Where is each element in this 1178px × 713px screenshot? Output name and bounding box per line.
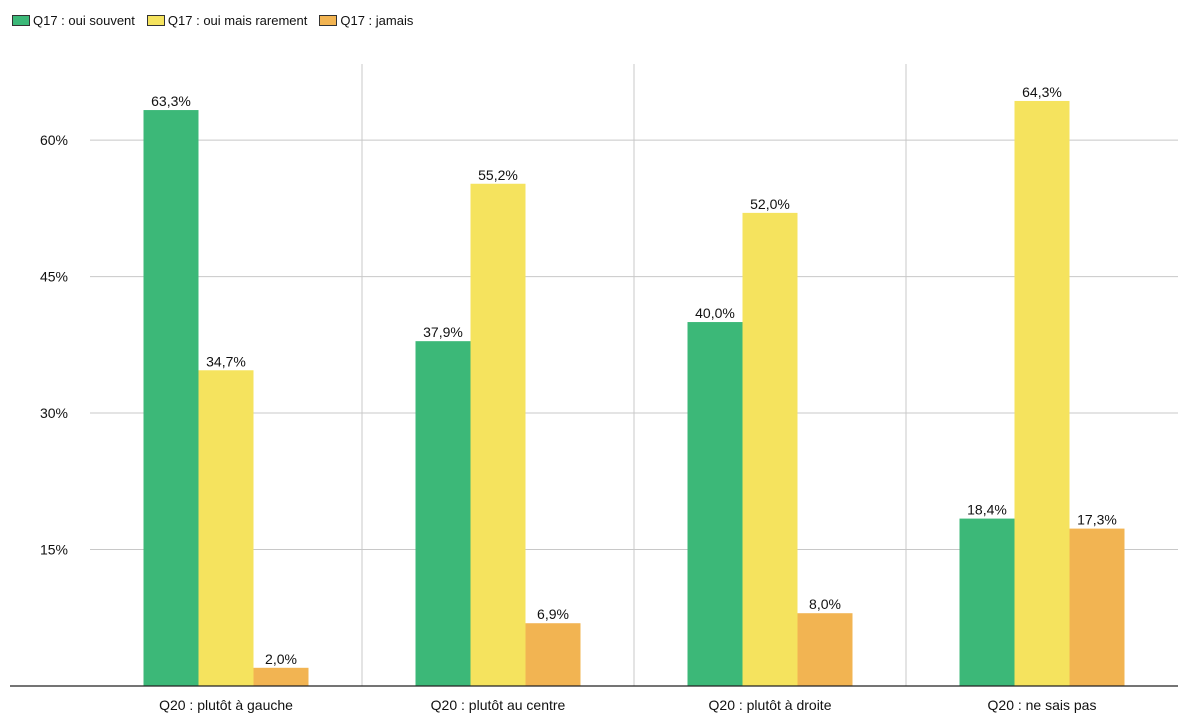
bar-0-3 bbox=[959, 518, 1015, 686]
legend-swatch-oui-mais-rarement bbox=[146, 14, 165, 26]
bar-1-1 bbox=[470, 183, 526, 686]
data-label-0-2: 40,0% bbox=[695, 305, 735, 321]
legend-label-oui-mais-rarement: Q17 : oui mais rarement bbox=[167, 12, 308, 28]
data-label-2-3: 17,3% bbox=[1077, 512, 1117, 528]
bar-0-0 bbox=[143, 110, 199, 687]
bar-0-1 bbox=[415, 341, 471, 686]
legend-item-oui-souvent: Q17 : oui souvent bbox=[12, 13, 135, 28]
data-label-2-2: 8,0% bbox=[809, 596, 841, 612]
x-tick-label-3: Q20 : ne sais pas bbox=[988, 697, 1097, 713]
data-label-1-0: 34,7% bbox=[206, 353, 246, 369]
legend-swatch-oui-souvent bbox=[12, 14, 30, 26]
bar-1-2 bbox=[742, 212, 798, 687]
bar-1-3 bbox=[1014, 100, 1070, 686]
legend-label-oui-souvent: Q17 : oui souvent bbox=[33, 12, 135, 28]
data-label-2-1: 6,9% bbox=[537, 606, 569, 622]
data-label-0-3: 18,4% bbox=[967, 502, 1007, 518]
y-tick-label-15: 15% bbox=[40, 542, 68, 558]
x-tick-label-2: Q20 : plutôt à droite bbox=[709, 697, 832, 713]
legend: Q17 : oui souvent Q17 : oui mais raremen… bbox=[12, 10, 425, 30]
axis-layer: 15% 30% 45% 60% Q20 : plutôt à gauche Q20 : p… bbox=[10, 132, 1178, 713]
y-tick-label-30: 30% bbox=[40, 405, 68, 421]
x-tick-label-1: Q20 : plutôt au centre bbox=[431, 697, 566, 713]
legend-label-jamais: Q17 : jamais bbox=[340, 12, 414, 28]
bar-0-2 bbox=[687, 322, 743, 686]
data-label-1-1: 55,2% bbox=[478, 167, 518, 183]
y-tick-label-60: 60% bbox=[40, 132, 68, 148]
y-tick-label-45: 45% bbox=[40, 269, 68, 285]
bar-2-1 bbox=[525, 623, 581, 686]
bar-2-0 bbox=[253, 667, 309, 686]
bars-layer bbox=[143, 100, 1125, 687]
legend-swatch-jamais bbox=[319, 14, 338, 26]
grid-layer bbox=[90, 64, 1178, 686]
data-label-0-0: 63,3% bbox=[151, 93, 191, 109]
x-tick-label-0: Q20 : plutôt à gauche bbox=[159, 697, 293, 713]
legend-item-oui-mais-rarement: Q17 : oui mais rarement bbox=[146, 12, 308, 28]
data-label-1-2: 52,0% bbox=[750, 196, 790, 212]
bar-2-2 bbox=[797, 613, 853, 686]
data-label-1-3: 64,3% bbox=[1022, 84, 1062, 100]
bar-1-0 bbox=[198, 370, 254, 686]
data-label-2-0: 2,0% bbox=[265, 651, 297, 667]
legend-item-jamais: Q17 : jamais bbox=[319, 13, 413, 28]
labels-layer: 63,3% 34,7% 2,0% 37,9% 55,2% 6,9% 40,0% 52,0% 8,… bbox=[151, 84, 1117, 667]
bar-2-3 bbox=[1069, 528, 1125, 686]
data-label-0-1: 37,9% bbox=[423, 324, 463, 340]
